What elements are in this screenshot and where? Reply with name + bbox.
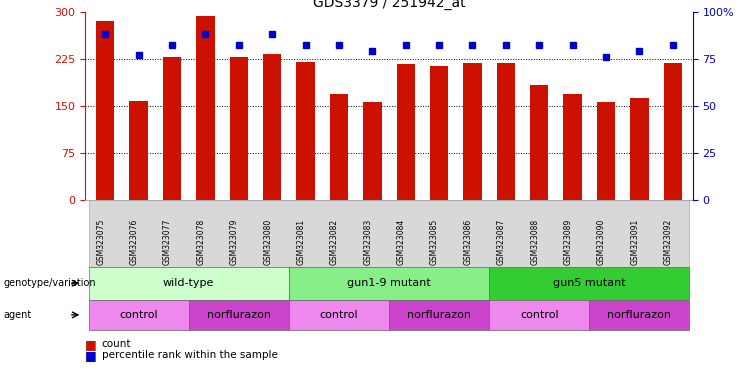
Text: gun5 mutant: gun5 mutant [553, 278, 625, 288]
Bar [563, 94, 582, 200]
Text: gun1-9 mutant: gun1-9 mutant [347, 278, 431, 288]
Bar [363, 103, 382, 200]
Bar [430, 66, 448, 200]
Bar [230, 57, 248, 200]
Text: GSM323087: GSM323087 [497, 219, 506, 265]
Text: GSM323076: GSM323076 [130, 218, 139, 265]
Text: GSM323078: GSM323078 [196, 219, 205, 265]
Text: agent: agent [4, 310, 32, 320]
Text: GSM323086: GSM323086 [463, 219, 473, 265]
Text: GSM323085: GSM323085 [430, 219, 439, 265]
Text: norflurazon: norflurazon [207, 310, 270, 320]
Text: norflurazon: norflurazon [608, 310, 671, 320]
Text: GSM323092: GSM323092 [664, 219, 673, 265]
Text: control: control [520, 310, 559, 320]
Bar [463, 63, 482, 200]
Bar [664, 63, 682, 200]
Text: GSM323081: GSM323081 [296, 219, 305, 265]
Text: GSM323075: GSM323075 [96, 218, 105, 265]
Title: GDS3379 / 251942_at: GDS3379 / 251942_at [313, 0, 465, 10]
Text: ■: ■ [85, 349, 97, 362]
Text: GSM323080: GSM323080 [263, 219, 272, 265]
Bar [597, 103, 615, 200]
Text: GSM323090: GSM323090 [597, 218, 606, 265]
Text: GSM323079: GSM323079 [230, 218, 239, 265]
Bar [330, 94, 348, 200]
Text: control: control [319, 310, 358, 320]
Text: GSM323091: GSM323091 [631, 219, 639, 265]
Bar [396, 64, 415, 200]
Bar [196, 16, 215, 200]
Text: GSM323082: GSM323082 [330, 219, 339, 265]
Bar [96, 21, 114, 200]
Bar [296, 62, 315, 200]
Bar [163, 57, 182, 200]
Text: GSM323077: GSM323077 [163, 218, 172, 265]
Text: wild-type: wild-type [163, 278, 214, 288]
Bar [631, 98, 648, 200]
Bar [530, 85, 548, 200]
Bar [263, 54, 282, 200]
Text: control: control [119, 310, 158, 320]
Text: GSM323089: GSM323089 [564, 219, 573, 265]
Text: norflurazon: norflurazon [407, 310, 471, 320]
Text: GSM323083: GSM323083 [363, 219, 372, 265]
Bar [496, 63, 515, 200]
Bar [130, 101, 147, 200]
Text: GSM323084: GSM323084 [396, 219, 406, 265]
Text: ■: ■ [85, 338, 97, 351]
Text: count: count [102, 339, 131, 349]
Text: percentile rank within the sample: percentile rank within the sample [102, 350, 277, 360]
Text: GSM323088: GSM323088 [531, 219, 539, 265]
Text: genotype/variation: genotype/variation [4, 278, 96, 288]
